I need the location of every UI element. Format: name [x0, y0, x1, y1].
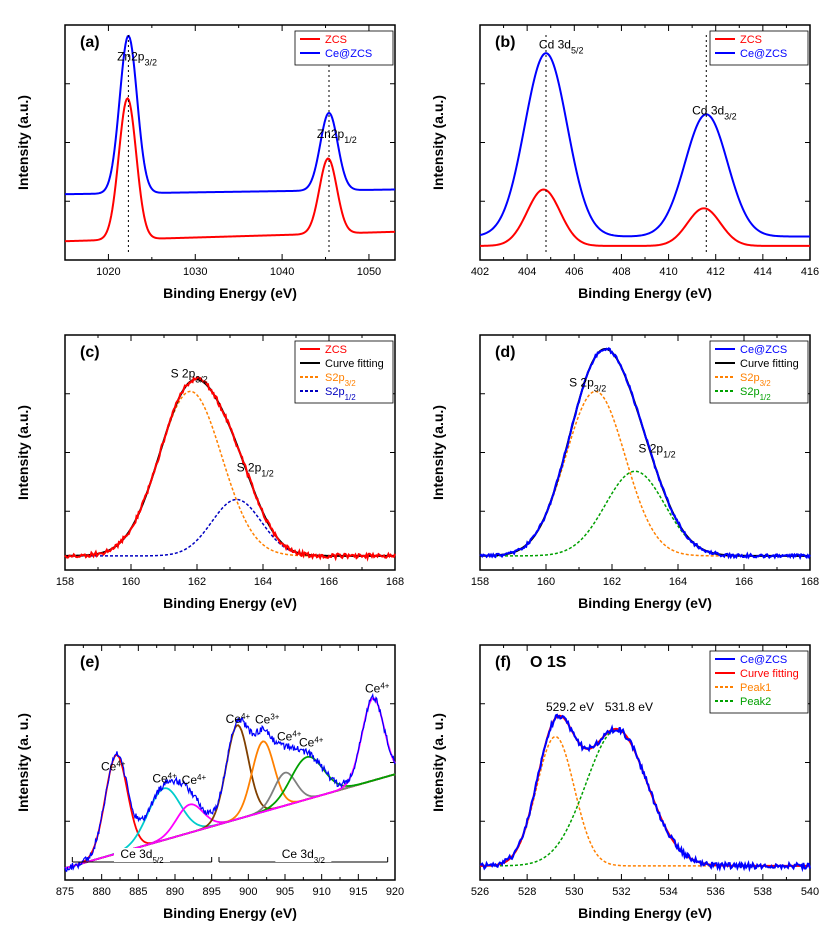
panel-f: 526 528 530 532 534 536 538 540 Binding Energy (…	[425, 635, 820, 930]
svg-text:900: 900	[239, 886, 257, 898]
svg-text:Intensity (a.u.): Intensity (a.u.)	[15, 95, 31, 190]
svg-text:Ce4+: Ce4+	[226, 712, 251, 727]
svg-text:Ce@ZCS: Ce@ZCS	[325, 48, 372, 60]
svg-text:Curve fitting: Curve fitting	[740, 358, 799, 370]
svg-text:Curve fitting: Curve fitting	[740, 668, 799, 680]
svg-text:Binding Energy (eV): Binding Energy (eV)	[578, 905, 712, 921]
svg-text:S 2p3/2: S 2p3/2	[569, 376, 606, 394]
svg-text:S 2p1/2: S 2p1/2	[638, 442, 675, 460]
svg-text:Intensity (a.u.): Intensity (a.u.)	[15, 405, 31, 500]
svg-text:Peak1: Peak1	[740, 682, 771, 694]
svg-text:1050: 1050	[357, 266, 381, 278]
svg-text:164: 164	[254, 576, 272, 588]
panel-c: 158 160 162 164 166 168 Binding Energy (eV) Int…	[10, 325, 405, 620]
svg-text:168: 168	[386, 576, 404, 588]
svg-text:1040: 1040	[270, 266, 294, 278]
svg-text:885: 885	[129, 886, 147, 898]
svg-text:Cd 3d3/2: Cd 3d3/2	[692, 103, 737, 121]
svg-text:530: 530	[565, 886, 583, 898]
svg-text:158: 158	[56, 576, 74, 588]
svg-text:160: 160	[537, 576, 555, 588]
svg-text:540: 540	[801, 886, 819, 898]
svg-text:Ce4+: Ce4+	[365, 681, 390, 696]
svg-text:162: 162	[603, 576, 621, 588]
svg-text:531.8 eV: 531.8 eV	[605, 700, 653, 714]
svg-text:412: 412	[707, 266, 725, 278]
svg-text:536: 536	[707, 886, 725, 898]
svg-text:526: 526	[471, 886, 489, 898]
svg-text:Ce@ZCS: Ce@ZCS	[740, 48, 787, 60]
svg-text:158: 158	[471, 576, 489, 588]
svg-text:Intensity (a. u.): Intensity (a. u.)	[15, 713, 31, 812]
svg-text:538: 538	[754, 886, 772, 898]
svg-text:534: 534	[659, 886, 677, 898]
svg-text:895: 895	[202, 886, 220, 898]
svg-text:410: 410	[659, 266, 677, 278]
svg-text:414: 414	[754, 266, 772, 278]
svg-text:168: 168	[801, 576, 819, 588]
svg-text:408: 408	[612, 266, 630, 278]
svg-text:532: 532	[612, 886, 630, 898]
svg-text:(e): (e)	[80, 654, 100, 671]
svg-text:Curve fitting: Curve fitting	[325, 358, 384, 370]
svg-text:ZCS: ZCS	[740, 34, 762, 46]
svg-text:Binding Energy (eV): Binding Energy (eV)	[163, 905, 297, 921]
svg-text:(a): (a)	[80, 34, 100, 51]
panel-a: 1020 1030 1040 1050 Binding Energy (eV) Inten…	[10, 15, 405, 310]
svg-text:Binding Energy (eV): Binding Energy (eV)	[578, 595, 712, 611]
svg-text:1030: 1030	[183, 266, 207, 278]
svg-text:S 2p1/2: S 2p1/2	[237, 460, 274, 478]
svg-text:160: 160	[122, 576, 140, 588]
svg-text:Peak2: Peak2	[740, 696, 771, 708]
svg-text:Ce4+: Ce4+	[101, 759, 126, 774]
panel-d: 158 160 162 164 166 168 Binding Energy (eV) Int…	[425, 325, 820, 620]
svg-text:Ce@ZCS: Ce@ZCS	[740, 654, 787, 666]
svg-text:Binding Energy (eV): Binding Energy (eV)	[578, 285, 712, 301]
svg-text:166: 166	[320, 576, 338, 588]
svg-text:920: 920	[386, 886, 404, 898]
svg-text:(f): (f)	[495, 654, 511, 671]
svg-text:529.2 eV: 529.2 eV	[546, 700, 594, 714]
svg-text:O 1S: O 1S	[530, 654, 567, 671]
svg-text:402: 402	[471, 266, 489, 278]
svg-text:Intensity (a.u.): Intensity (a.u.)	[430, 95, 446, 190]
svg-text:166: 166	[735, 576, 753, 588]
svg-text:406: 406	[565, 266, 583, 278]
panel-e: 875 880 885 890 895 900 905 910 915 920 Binding En…	[10, 635, 405, 930]
svg-text:162: 162	[188, 576, 206, 588]
svg-text:Ce@ZCS: Ce@ZCS	[740, 344, 787, 356]
svg-text:Intensity (a.u.): Intensity (a.u.)	[430, 405, 446, 500]
svg-text:Ce4+: Ce4+	[182, 772, 207, 787]
svg-text:416: 416	[801, 266, 819, 278]
svg-text:528: 528	[518, 886, 536, 898]
svg-text:(b): (b)	[495, 34, 515, 51]
panel-b: 402 404 406 408 410 412 414 416 Binding Energy (…	[425, 15, 820, 310]
svg-text:890: 890	[166, 886, 184, 898]
svg-text:Ce3+: Ce3+	[255, 712, 280, 727]
svg-text:Ce4+: Ce4+	[299, 735, 324, 750]
svg-text:905: 905	[276, 886, 294, 898]
svg-text:(d): (d)	[495, 344, 515, 361]
svg-text:Binding Energy (eV): Binding Energy (eV)	[163, 285, 297, 301]
svg-text:1020: 1020	[96, 266, 120, 278]
svg-text:880: 880	[92, 886, 110, 898]
svg-text:Intensity (a. u.): Intensity (a. u.)	[430, 713, 446, 812]
svg-text:Binding Energy (eV): Binding Energy (eV)	[163, 595, 297, 611]
svg-text:915: 915	[349, 886, 367, 898]
svg-text:910: 910	[312, 886, 330, 898]
svg-text:ZCS: ZCS	[325, 34, 347, 46]
svg-text:(c): (c)	[80, 344, 100, 361]
svg-text:164: 164	[669, 576, 687, 588]
svg-text:404: 404	[518, 266, 536, 278]
svg-text:875: 875	[56, 886, 74, 898]
chart-grid: 1020 1030 1040 1050 Binding Energy (eV) Inten…	[0, 0, 827, 945]
svg-text:ZCS: ZCS	[325, 344, 347, 356]
